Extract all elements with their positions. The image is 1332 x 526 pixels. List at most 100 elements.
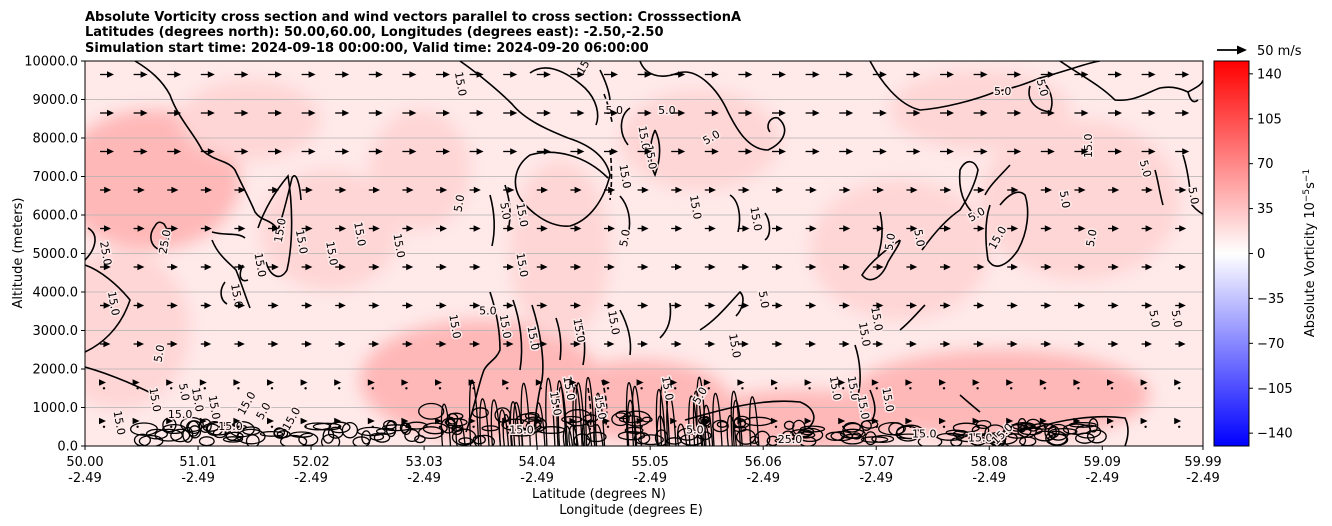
wind-vector-head-154	[608, 225, 615, 232]
wind-vector-small-16-1	[640, 425, 643, 428]
wind-vector-head-48	[233, 379, 241, 386]
contour-line-36	[699, 290, 744, 331]
contour-label-29: 15.0	[513, 252, 530, 278]
negative-contour-0	[587, 387, 592, 431]
wind-vector-head-228	[838, 379, 846, 386]
contour-line-41	[1034, 415, 1129, 446]
wind-vector-head-66	[305, 302, 313, 309]
wind-vector-small-20-1	[774, 425, 778, 428]
wind-vector-head-116	[473, 302, 481, 309]
wind-vector-small-7-1	[338, 425, 341, 428]
wind-vector-head-281	[1047, 109, 1055, 117]
surface-contour-loop-148	[622, 410, 651, 427]
wind-vector-head-118	[468, 379, 476, 386]
wind-vector-head-46	[238, 302, 245, 309]
wind-vector-head-240	[913, 71, 921, 78]
wind-vector-head-149	[569, 417, 577, 425]
wind-vector-small-20-0	[774, 387, 778, 390]
surface-contour-loop-81	[783, 420, 795, 430]
wind-vector-small-8-1	[371, 425, 374, 428]
wind-vector-head-99	[401, 417, 409, 425]
contour-line-11	[529, 67, 599, 126]
surface-contour-spike-18	[659, 383, 671, 446]
wind-vector-head-155	[607, 263, 615, 271]
wind-vector-head-224	[843, 225, 851, 232]
wind-vector-head-317	[1145, 340, 1152, 348]
wind-vector-small-15-0	[606, 387, 610, 390]
wind-vector-head-280	[1047, 71, 1055, 78]
wind-vector-head-28	[166, 379, 174, 386]
wind-vector-head-41	[241, 109, 249, 117]
wind-vector-small-1-0	[136, 387, 139, 390]
surface-contour-spike-36	[749, 396, 760, 446]
colorbar-tick-label-2: 70	[1257, 157, 1274, 172]
colorbar-tick-label-1: 105	[1257, 112, 1282, 127]
y-tick-label-1: 1000.0	[33, 401, 79, 416]
wind-vector-head-4	[104, 225, 111, 232]
contour-line-27	[1182, 154, 1203, 215]
surface-contour-loop-169	[1047, 433, 1069, 446]
wind-vector-head-276	[1010, 302, 1018, 309]
wind-vector-small-0-1	[102, 425, 106, 428]
wind-vector-head-37	[204, 340, 212, 348]
contour-line-32	[555, 317, 562, 361]
wind-vector-head-286	[1044, 302, 1052, 309]
surface-contour-spike-19	[562, 425, 574, 446]
wind-vector-head-145	[574, 263, 582, 271]
wind-vector-head-309	[1107, 417, 1114, 425]
x-tick-label-lat-1: 51.01	[179, 455, 216, 470]
surface-contour-loop-162	[633, 432, 651, 445]
contour-label-21: 15.0	[272, 217, 289, 243]
surface-contour-spike-33	[545, 377, 556, 446]
vorticity-patch-9	[85, 250, 190, 410]
wind-vector-head-266	[977, 302, 985, 309]
wind-vector-small-10-0	[438, 387, 442, 390]
wind-vector-head-141	[577, 109, 585, 117]
wind-vector-head-131	[543, 109, 551, 117]
wind-vector-head-320	[1182, 71, 1190, 78]
surface-contour-spike-6	[556, 380, 567, 446]
colorbar-label-unit: s	[1303, 182, 1318, 189]
wind-vector-head-267	[977, 340, 984, 348]
wind-vector-head-261	[980, 109, 988, 117]
wind-vector-head-123	[507, 186, 515, 194]
wind-vector-head-65	[305, 263, 313, 271]
wind-vector-head-24	[171, 225, 179, 232]
wind-vector-head-10	[140, 71, 148, 78]
wind-vector-head-284	[1044, 225, 1052, 232]
wind-vector-head-185	[708, 263, 716, 271]
surface-contour-loop-37	[611, 412, 630, 427]
wind-vector-head-60	[308, 71, 316, 78]
contour-label-10: 5.0	[1137, 159, 1154, 179]
wind-vector-head-101	[443, 109, 450, 117]
wind-vector-head-90	[409, 71, 417, 78]
surface-contour-loop-172	[864, 431, 877, 446]
surface-contour-spike-22	[572, 384, 583, 446]
y-tick-label-9: 9000.0	[33, 93, 79, 108]
x-axis-label-longitude: Longitude (degrees E)	[559, 503, 703, 518]
wind-vector-head-102	[443, 148, 450, 155]
quiver-key: 50 m/s	[1217, 44, 1302, 59]
wind-vector-small-6-0	[304, 387, 307, 390]
wind-vector-head-161	[644, 109, 652, 117]
x-tick-label-lon-2: -2.49	[294, 471, 328, 486]
wind-vector-head-198	[737, 379, 745, 386]
y-axis-label: Altitude (meters)	[11, 198, 26, 309]
contour-label-38: 5.0	[479, 304, 497, 317]
surface-contour-spike-14	[696, 376, 707, 446]
wind-vector-head-142	[577, 148, 585, 155]
wind-vector-head-239	[871, 417, 879, 425]
contour-line-5	[150, 221, 169, 251]
wind-vector-head-152	[611, 148, 618, 155]
wind-vector-small-22-0	[842, 387, 845, 390]
surface-contour-loop-147	[1003, 433, 1027, 446]
wind-vector-small-22-1	[842, 425, 845, 428]
wind-vector-head-232	[879, 148, 887, 155]
wind-vector-head-305	[1111, 263, 1119, 271]
wind-vector-head-188	[703, 379, 711, 386]
surface-contour-loop-92	[1012, 422, 1036, 431]
surface-contour-loop-101	[871, 434, 895, 444]
wind-vector-head-328	[1174, 379, 1182, 386]
wind-vector-head-78	[334, 379, 342, 386]
contour-line-30	[512, 299, 523, 371]
